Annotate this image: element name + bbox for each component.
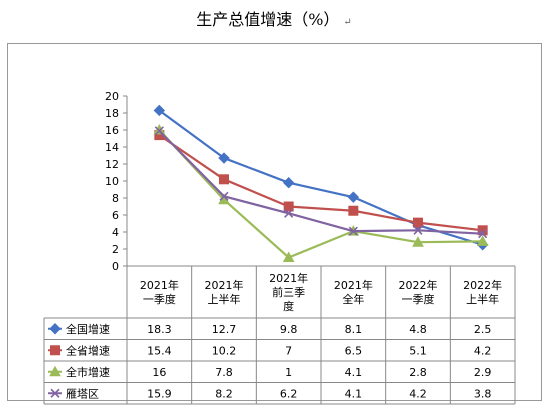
x-category-label: 2022年上半年: [463, 278, 502, 306]
series-name-label: 全市增速: [66, 365, 110, 379]
series-point: [478, 229, 488, 239]
x-category-label: 2021年一季度: [140, 278, 179, 306]
y-tick-label: 8: [112, 192, 119, 205]
y-tick-label: 18: [105, 107, 119, 120]
series-point: [347, 191, 360, 203]
table-cell-value: 7: [285, 344, 292, 357]
series-point: [219, 174, 229, 185]
series-point: [218, 152, 230, 164]
table-row: 全国增速 18.3 12.7 9.8 8.1 4.8 2.5: [48, 322, 491, 336]
table-cell-value: 10.2: [212, 344, 237, 357]
table-cell-value: 3.8: [474, 387, 492, 400]
y-tick-label: 4: [112, 226, 119, 239]
table-cell-value: 4.2: [474, 344, 492, 357]
series-point: [348, 205, 359, 216]
x-category-label: 2021年全年: [334, 278, 373, 306]
table-cell-value: 2.9: [474, 366, 492, 379]
series-point: [284, 208, 294, 218]
series-point: [219, 191, 229, 201]
series-3: [154, 126, 488, 239]
y-tick-label: 12: [105, 158, 119, 171]
series-point: [154, 126, 164, 136]
table-cell-value: 6.5: [345, 344, 363, 357]
chart-title: 生产总值增速（%） ↵: [0, 6, 548, 30]
paragraph-mark-icon: ↵: [343, 17, 352, 28]
table-cell-value: 7.8: [215, 366, 233, 379]
table-cell-value: 15.4: [147, 344, 172, 357]
series-point: [153, 123, 166, 135]
table-cell-value: 5.1: [409, 344, 427, 357]
series-1: [154, 130, 488, 236]
series-line: [158, 129, 483, 259]
table-cell-value: 4.8: [409, 323, 427, 336]
series-line: [158, 134, 483, 232]
table-cell-value: 8.2: [215, 387, 233, 400]
x-category-label: 2022年一季度: [399, 278, 438, 306]
series-point: [476, 235, 489, 246]
series-point: [282, 176, 295, 189]
table-cell-value: 4.2: [409, 387, 427, 400]
table-cell-value: 9.8: [280, 323, 298, 336]
table-cell-value: 16: [152, 366, 166, 379]
series-point: [413, 225, 423, 235]
series-name-label: 雁塔区: [66, 387, 99, 400]
series-2: [153, 123, 489, 262]
series-point: [283, 201, 294, 212]
table-cell-value: 12.7: [212, 323, 237, 336]
y-tick-label: 6: [112, 209, 119, 222]
chart-title-text: 生产总值增速（%）: [196, 10, 340, 29]
table-cell-value: 15.9: [147, 387, 172, 400]
table-row: 全省增速 15.4 10.2 7 6.5 5.1 4.2: [48, 343, 491, 357]
x-category-label: 2021年上半年: [205, 278, 244, 306]
table-cell-value: 18.3: [147, 323, 172, 336]
series-point: [153, 104, 166, 117]
table-row: 雁塔区 15.9 8.2 6.2 4.1 4.2 3.8: [48, 387, 491, 400]
y-tick-label: 20: [105, 90, 119, 103]
table-cell-value: 8.1: [345, 323, 363, 336]
series-line: [158, 130, 483, 235]
x-category-label: 2021年前三季度: [269, 271, 308, 313]
series-0: [153, 104, 489, 251]
table-cell-value: 2.5: [474, 323, 492, 336]
series-line: [158, 109, 483, 246]
series-point: [348, 226, 358, 236]
table-cell-value: 4.1: [345, 387, 363, 400]
table-cell-value: 4.1: [345, 366, 363, 379]
legend-key-marker: [50, 345, 60, 356]
series-name-label: 全省增速: [66, 343, 110, 357]
y-tick-label: 0: [112, 260, 119, 273]
series-point: [412, 236, 424, 247]
series-name-label: 全国增速: [66, 322, 110, 336]
y-tick-label: 10: [105, 175, 119, 188]
series-point: [282, 251, 295, 262]
legend-key-marker: [50, 388, 60, 398]
table-cell-value: 2.8: [409, 366, 427, 379]
y-tick-label: 16: [105, 124, 119, 137]
table-cell-value: 6.2: [280, 387, 298, 400]
table-row: 全市增速 16 7.8 1 4.1 2.8 2.9: [48, 365, 491, 379]
legend-key-marker: [49, 323, 61, 335]
table-cell-value: 1: [285, 366, 292, 379]
legend-key-marker: [49, 365, 61, 377]
chart-frame: [7, 43, 542, 401]
series-point: [413, 217, 423, 228]
y-tick-label: 2: [112, 243, 119, 256]
y-tick-label: 14: [105, 141, 119, 154]
